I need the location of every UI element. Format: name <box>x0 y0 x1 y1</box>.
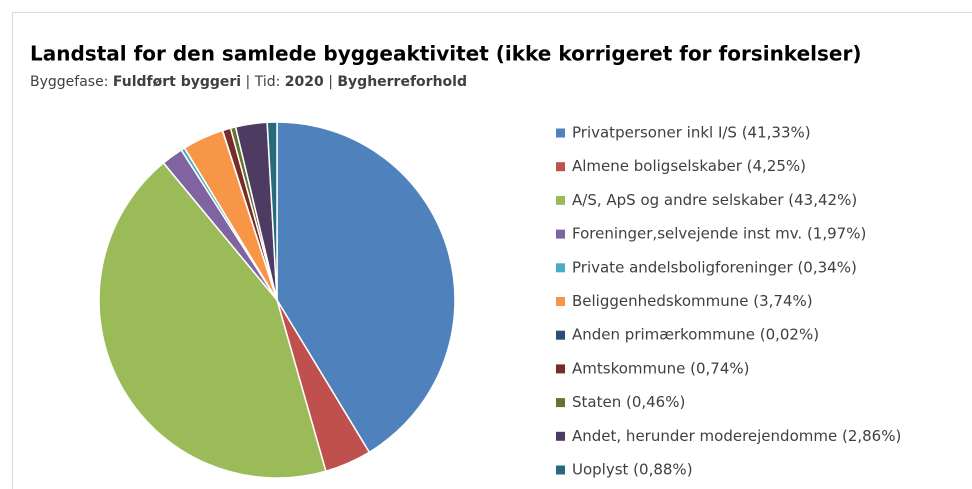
legend-swatch <box>556 364 565 374</box>
legend-swatch <box>556 263 565 273</box>
subtitle-part: 2020 <box>285 74 324 90</box>
pie-slice <box>276 121 456 454</box>
legend-swatch <box>556 195 565 205</box>
legend-label: Privatpersoner inkl I/S (41,33%) <box>572 124 811 142</box>
legend-label: Foreninger,selvejende inst mv. (1,97%) <box>572 225 866 243</box>
chart-subtitle: Byggefase: Fuldført byggeri | Tid: 2020 … <box>30 74 467 90</box>
subtitle-part: | Tid: <box>241 74 285 90</box>
subtitle-part: Byggefase: <box>30 74 113 90</box>
pie-slice <box>266 121 278 301</box>
legend-label: Staten (0,46%) <box>572 393 685 411</box>
legend-label: A/S, ApS og andre selskaber (43,42%) <box>572 191 857 209</box>
legend-label: Private andelsboligforeninger (0,34%) <box>572 258 857 276</box>
subtitle-part: Bygherreforhold <box>337 74 467 90</box>
legend-swatch <box>556 398 565 408</box>
legend-label: Beliggenhedskommune (3,74%) <box>572 292 813 310</box>
legend-swatch <box>556 330 565 340</box>
legend-swatch <box>556 431 565 441</box>
legend-swatch <box>556 128 565 138</box>
legend-swatch <box>556 297 565 306</box>
pie-slice <box>98 161 327 479</box>
legend-swatch <box>556 465 565 475</box>
chart-title: Landstal for den samlede byggeaktivitet … <box>30 42 861 66</box>
subtitle-part: | <box>324 74 338 90</box>
legend-swatch <box>556 162 565 172</box>
subtitle-part: Fuldført byggeri <box>113 74 241 90</box>
legend-swatch <box>556 229 565 239</box>
legend-label: Amtskommune (0,74%) <box>572 359 750 377</box>
legend-label: Uoplyst (0,88%) <box>572 461 693 479</box>
legend-label: Andet, herunder moderejendomme (2,86%) <box>572 427 901 445</box>
legend-label: Anden primærkommune (0,02%) <box>572 326 819 344</box>
legend-label: Almene boligselskaber (4,25%) <box>572 157 806 175</box>
